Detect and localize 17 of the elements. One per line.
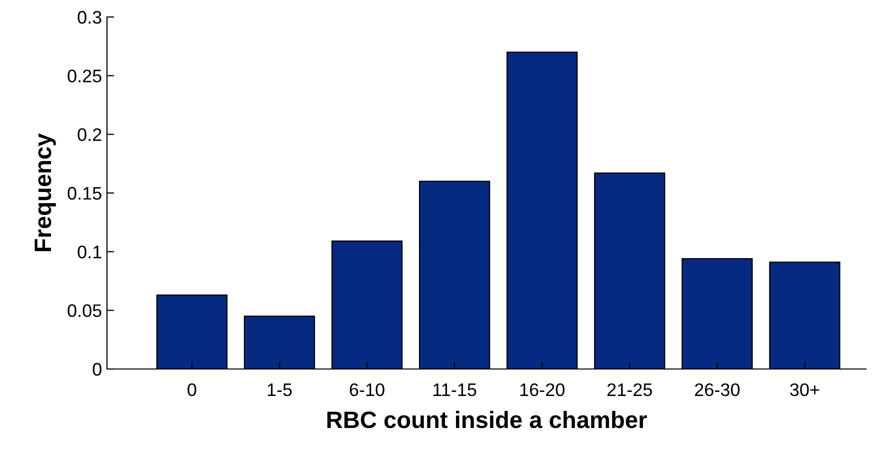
x-tick-label: 16-20 <box>520 383 564 396</box>
x-tick-label: 11-15 <box>434 384 476 396</box>
x-tick-label: 21-25 <box>607 383 652 396</box>
x-tick-label: 26-30 <box>695 383 740 396</box>
y-tick-label: 0.2 <box>78 128 102 142</box>
y-axis-title: Frequency <box>34 133 56 252</box>
y-tick-label: 0.05 <box>68 304 102 318</box>
y-tick-label: 0.15 <box>68 186 102 200</box>
y-tick-label: 0 <box>92 362 102 376</box>
x-axis-title: RBC count inside a chamber <box>327 410 647 428</box>
x-tick-label: 30+ <box>790 383 820 396</box>
x-tick-label: 1-5 <box>268 384 292 396</box>
x-tick-label: 0 <box>188 383 196 396</box>
y-tick-label: 0.25 <box>68 70 102 82</box>
x-tick-label: 6-10 <box>350 383 384 396</box>
y-tick-label: 0.1 <box>78 246 102 258</box>
y-tick-label: 0.3 <box>78 10 102 24</box>
